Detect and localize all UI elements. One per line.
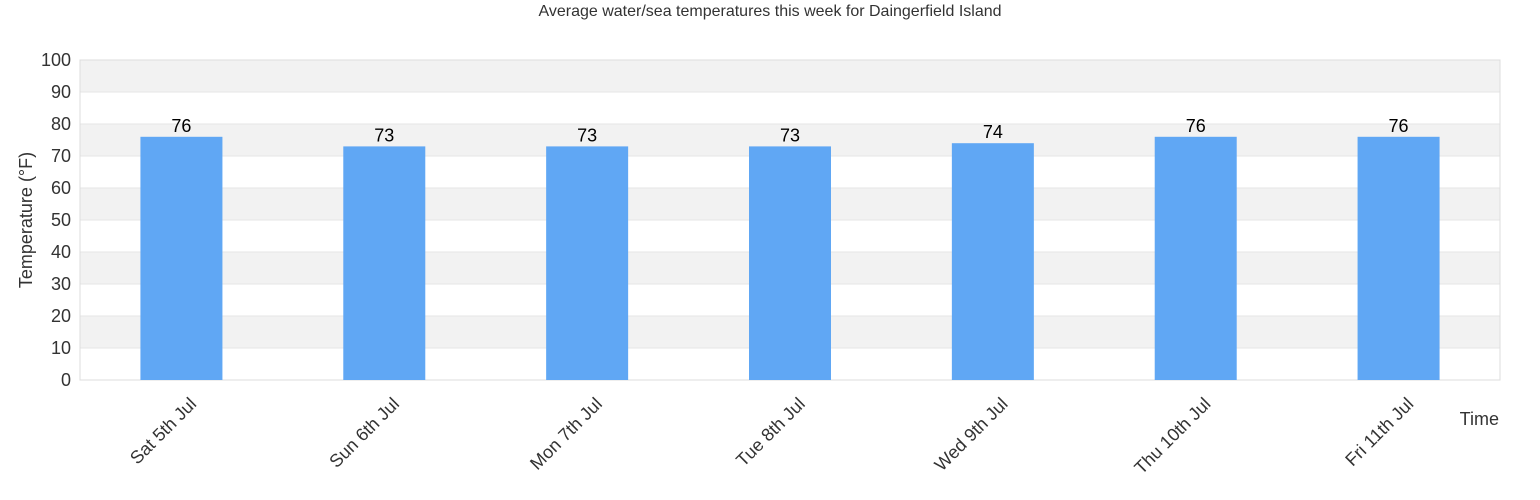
x-axis-title: Time (1460, 409, 1499, 429)
bars (140, 136, 1440, 380)
bar (1357, 136, 1440, 380)
y-tick-label: 20 (51, 306, 71, 326)
y-tick-label: 80 (51, 114, 71, 134)
y-tick-label: 10 (51, 338, 71, 358)
data-label: 76 (171, 116, 191, 136)
bar (140, 136, 223, 380)
x-tick-label: Thu 10th Jul (1130, 394, 1214, 478)
x-axis-ticks: Sat 5th Jul Sun 6th Jul Mon 7th Jul Tue 8th… (126, 394, 1417, 478)
y-tick-label: 100 (41, 50, 71, 70)
data-label: 73 (374, 125, 394, 145)
x-tick-label: Sat 5th Jul (126, 394, 200, 468)
bar (749, 146, 831, 380)
x-tick-label: Sun 6th Jul (325, 394, 403, 472)
y-tick-label: 90 (51, 82, 71, 102)
y-tick-label: 40 (51, 242, 71, 262)
bar (343, 146, 426, 380)
data-label: 74 (983, 122, 1003, 142)
x-tick-label: Tue 8th Jul (732, 394, 809, 471)
x-tick-label: Fri 11th Jul (1341, 394, 1417, 470)
bar (951, 143, 1034, 380)
y-tick-label: 70 (51, 146, 71, 166)
y-tick-label: 0 (61, 370, 71, 390)
y-tick-label: 30 (51, 274, 71, 294)
y-tick-label: 60 (51, 178, 71, 198)
data-label: 73 (577, 125, 597, 145)
y-axis-title: Temperature (°F) (16, 152, 36, 288)
y-tick-label: 50 (51, 210, 71, 230)
bar (1154, 136, 1237, 380)
x-tick-label: Wed 9th Jul (931, 394, 1012, 475)
chart-title: Average water/sea temperatures this week… (538, 3, 1001, 20)
data-label: 76 (1186, 116, 1206, 136)
grid-band (80, 92, 1500, 124)
data-labels: 76 73 73 73 74 76 76 (171, 116, 1408, 146)
grid-band (80, 60, 1500, 92)
y-axis-ticks: 0 10 20 30 40 50 60 70 80 90 100 (41, 50, 71, 390)
x-tick-label: Mon 7th Jul (526, 394, 606, 474)
data-label: 76 (1389, 116, 1409, 136)
data-label: 73 (780, 125, 800, 145)
bar (546, 146, 629, 380)
